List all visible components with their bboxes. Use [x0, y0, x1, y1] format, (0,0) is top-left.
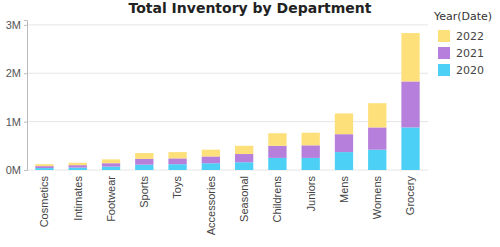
bar [368, 103, 386, 127]
x-tick-label: Accessories [205, 176, 217, 236]
bar [168, 164, 186, 170]
series [35, 127, 419, 170]
x-tick: Accessories [205, 170, 217, 235]
bar [202, 156, 220, 163]
bar [302, 145, 320, 158]
legend-label: 2021 [456, 47, 484, 60]
y-tick-label: 3M [6, 19, 21, 31]
series [35, 81, 419, 168]
x-axis: Cosmetics Intimates Footwear Sports Toys Acce… [38, 170, 416, 235]
x-tick-label: Childrens [271, 176, 283, 223]
grid-line [27, 121, 428, 122]
bars [35, 33, 419, 170]
y-tick: 3M [6, 19, 27, 31]
chart: Total Inventory by Department 0M 1M 2M 3M Cos… [0, 0, 500, 247]
y-axis: 0M 1M 2M 3M [6, 19, 28, 176]
legend-label: 2022 [456, 30, 484, 43]
bar [235, 154, 253, 162]
legend-title: Year(Date) [433, 10, 492, 23]
bar [135, 159, 153, 165]
series [35, 33, 419, 166]
bar [202, 150, 220, 157]
legend-label: 2020 [456, 64, 484, 77]
x-tick: Sports [138, 170, 150, 208]
x-tick: Cosmetics [38, 170, 50, 227]
x-tick: Womens [371, 170, 383, 219]
x-tick: Toys [171, 170, 183, 199]
bar [69, 163, 87, 165]
x-tick: Intimates [72, 170, 84, 221]
y-tick-mark [24, 170, 27, 171]
y-tick: 2M [6, 67, 27, 79]
legend-swatch [438, 64, 450, 76]
x-tick: Seasonal [238, 170, 250, 222]
x-tick-label: Sports [138, 176, 150, 208]
x-tick: Footwear [105, 170, 117, 222]
x-tick-label: Grocery [404, 176, 416, 216]
x-tick-label: Cosmetics [38, 176, 50, 228]
x-tick-label: Intimates [72, 176, 84, 221]
legend: Year(Date) 2022 2021 2020 [433, 10, 492, 77]
bar [135, 153, 153, 159]
x-tick-label: Mens [338, 176, 350, 203]
bar [368, 127, 386, 149]
x-tick: Juniors [305, 170, 317, 211]
bar [235, 146, 253, 154]
y-tick-label: 1M [6, 116, 21, 128]
y-tick: 1M [6, 116, 27, 128]
bar [168, 152, 186, 158]
x-tick-label: Toys [171, 176, 183, 199]
bar [302, 158, 320, 170]
bar [401, 33, 419, 81]
bar [335, 152, 353, 170]
x-tick: Mens [338, 170, 350, 203]
y-axis-line [24, 21, 28, 171]
bar [302, 133, 320, 146]
y-tick-label: 2M [6, 67, 21, 79]
bar [102, 163, 120, 166]
bar [368, 150, 386, 170]
grid-line [27, 24, 428, 25]
grid-line [27, 73, 428, 74]
legend-swatch [438, 30, 450, 42]
x-tick-label: Juniors [305, 176, 317, 212]
bar [69, 165, 87, 167]
x-tick: Grocery [404, 170, 416, 215]
bar [401, 127, 419, 170]
bar [401, 81, 419, 127]
grid [27, 25, 428, 170]
x-tick-label: Footwear [105, 176, 117, 222]
bar [335, 113, 353, 134]
bar [102, 159, 120, 163]
bar [35, 168, 53, 170]
y-tick-label: 0M [6, 164, 21, 176]
title: Total Inventory by Department [128, 0, 371, 16]
plot: 0M 1M 2M 3M Cosmetics Intimates Footwear Sports… [6, 19, 428, 235]
bar [268, 146, 286, 158]
grid-line [27, 170, 428, 171]
x-tick-label: Womens [371, 176, 383, 220]
bar [202, 163, 220, 170]
y-tick-mark [24, 73, 27, 74]
bar [168, 158, 186, 164]
y-tick-mark [24, 122, 27, 123]
bar [35, 166, 53, 168]
bar [268, 158, 286, 170]
bar [268, 133, 286, 146]
bar [35, 164, 53, 166]
y-tick-mark [24, 25, 27, 26]
y-tick: 0M [6, 164, 27, 176]
bar [69, 168, 87, 170]
bar [135, 165, 153, 170]
legend-swatch [438, 47, 450, 59]
x-tick: Childrens [271, 170, 283, 222]
bar [102, 167, 120, 170]
bar [335, 134, 353, 152]
bar [235, 162, 253, 170]
x-tick-label: Seasonal [238, 176, 250, 222]
